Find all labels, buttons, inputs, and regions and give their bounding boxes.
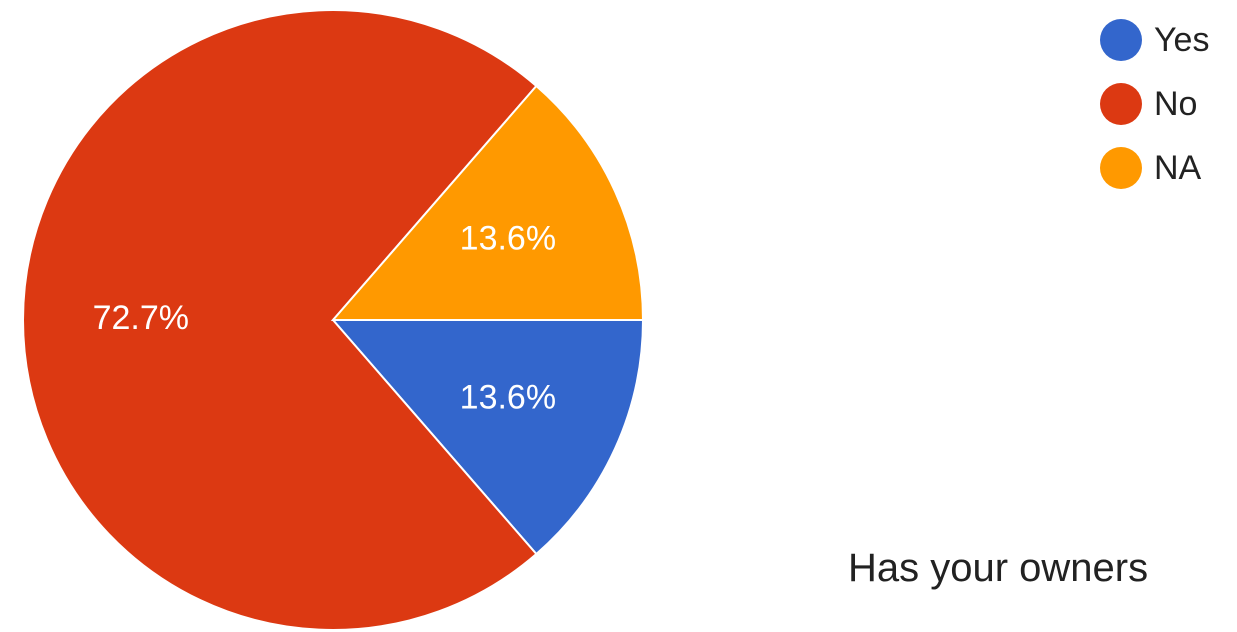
legend: Yes No NA xyxy=(1100,8,1209,200)
legend-item-yes[interactable]: Yes xyxy=(1100,8,1209,72)
pie-chart: 13.6% 72.7% 13.6% xyxy=(22,9,645,631)
legend-swatch-no xyxy=(1100,83,1142,125)
legend-item-no[interactable]: No xyxy=(1100,72,1209,136)
pie-label-na: 13.6% xyxy=(460,219,556,257)
legend-label-na: NA xyxy=(1154,148,1202,187)
pie-label-yes: 13.6% xyxy=(460,379,556,417)
pie-slice-no[interactable] xyxy=(22,9,538,631)
legend-swatch-yes xyxy=(1100,19,1142,61)
legend-swatch-na xyxy=(1100,147,1142,189)
legend-label-no: No xyxy=(1154,84,1198,123)
pie-label-no: 72.7% xyxy=(93,299,189,337)
question-text: Has your owners xyxy=(848,546,1149,590)
legend-label-yes: Yes xyxy=(1154,20,1210,59)
pie-slice-yes[interactable] xyxy=(330,319,645,556)
pie-slice-na[interactable] xyxy=(330,84,645,321)
legend-item-na[interactable]: NA xyxy=(1100,136,1209,200)
